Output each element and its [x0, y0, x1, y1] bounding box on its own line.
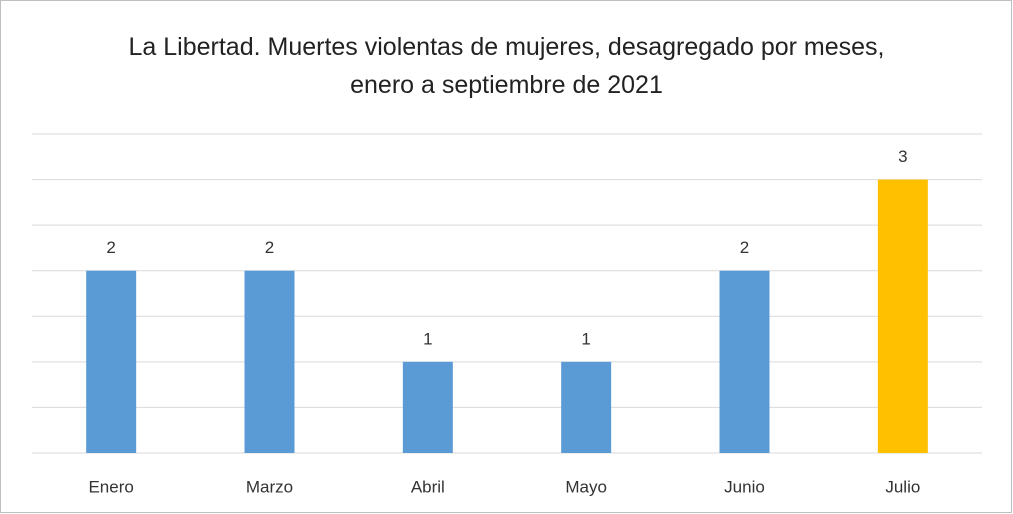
chart-title: La Libertad. Muertes violentas de mujere…: [128, 33, 885, 99]
bar: [719, 270, 770, 453]
bar: [877, 179, 928, 454]
data-label: 2: [265, 238, 274, 257]
x-tick-label: Enero: [88, 477, 133, 496]
bar: [86, 270, 137, 453]
data-label: 3: [898, 147, 907, 166]
data-label: 2: [740, 238, 749, 257]
bar: [402, 361, 453, 453]
x-tick-label: Julio: [885, 477, 920, 496]
x-tick-label: Mayo: [565, 477, 607, 496]
data-label: 1: [581, 329, 590, 348]
bar: [244, 270, 295, 453]
data-label: 1: [423, 329, 432, 348]
data-label: 2: [106, 238, 115, 257]
x-tick-label: Junio: [724, 477, 765, 496]
x-tick-label: Marzo: [246, 477, 293, 496]
x-tick-label: Abril: [411, 477, 445, 496]
bar: [561, 361, 612, 453]
